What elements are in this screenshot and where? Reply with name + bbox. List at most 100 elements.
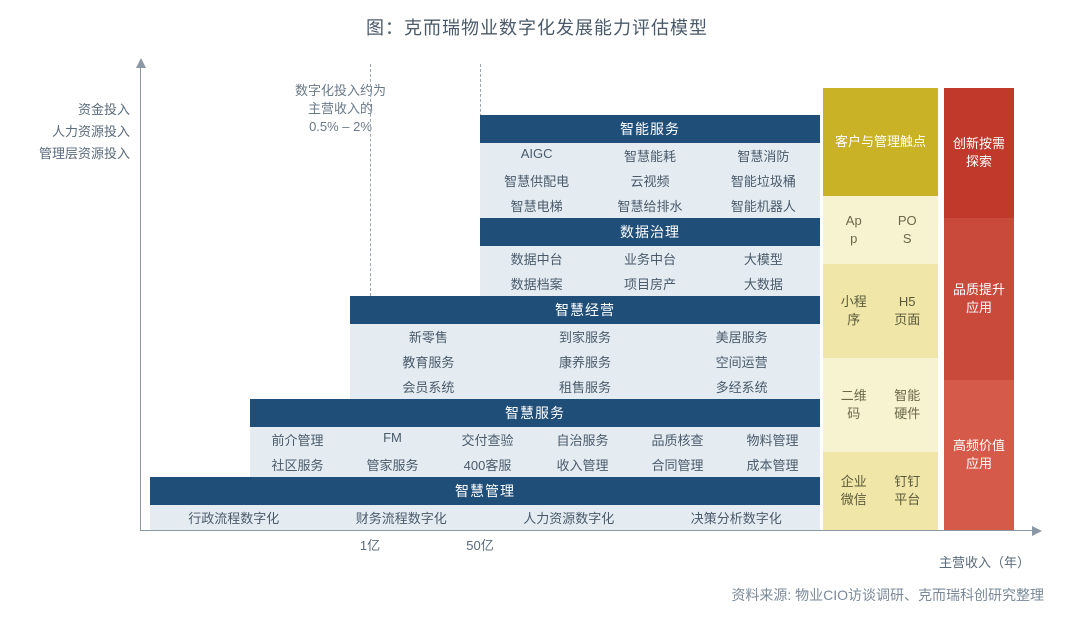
- tier-header: 智慧经营: [350, 296, 820, 324]
- tier-cell: 会员系统: [350, 374, 507, 399]
- tier-cell: 业务中台: [593, 246, 706, 271]
- y-label: 资金投入: [0, 100, 130, 120]
- tier-cell: 数据中台: [480, 246, 593, 271]
- right-columns: 客户与管理触点AppPOS小程序H5页面二维码智能硬件企业微信钉钉平台 创新按需…: [823, 88, 1014, 530]
- touchpoint-cell: POS: [881, 212, 935, 248]
- category-column: 创新按需探索品质提升应用高频价值应用: [944, 88, 1014, 530]
- tier-header: 智慧服务: [250, 399, 820, 427]
- tier-cell: 多经系统: [663, 374, 820, 399]
- tier-cell: 租售服务: [507, 374, 664, 399]
- tier-cell: 智慧给排水: [593, 193, 706, 218]
- category-label: 品质提升应用: [948, 281, 1010, 317]
- tier: 数据治理数据中台业务中台大模型数据档案项目房产大数据: [150, 218, 820, 296]
- tier-cell: 社区服务: [250, 452, 345, 477]
- tier-row: 教育服务康养服务空间运营: [350, 349, 820, 374]
- touchpoint-segment: 二维码智能硬件: [823, 358, 938, 452]
- touchpoint-cell: H5页面: [881, 293, 935, 329]
- tier-cell: 交付查验: [440, 427, 535, 452]
- y-axis-labels: 资金投入 人力资源投入 管理层资源投入: [0, 100, 130, 166]
- y-axis: [140, 60, 141, 530]
- tier-cell: 成本管理: [725, 452, 820, 477]
- tier-cell: 行政流程数字化: [150, 505, 318, 530]
- category-segment: 高频价值应用: [944, 380, 1014, 530]
- tier: 智慧管理行政流程数字化财务流程数字化人力资源数字化决策分析数字化: [150, 477, 820, 530]
- touchpoint-cell: 企业微信: [827, 473, 881, 509]
- category-segment: 品质提升应用: [944, 218, 1014, 380]
- tier-cell: 智能机器人: [707, 193, 820, 218]
- tier-cell: AIGC: [480, 143, 593, 168]
- y-label: 人力资源投入: [0, 122, 130, 142]
- touchpoint-column: 客户与管理触点AppPOS小程序H5页面二维码智能硬件企业微信钉钉平台: [823, 88, 938, 530]
- staircase-tiers: 智能服务AIGC智慧能耗智慧消防智慧供配电云视频智能垃圾桶智慧电梯智慧给排水智能…: [150, 115, 820, 530]
- vertical-ref-label: 1亿: [360, 535, 380, 554]
- tier-cell: 数据档案: [480, 271, 593, 296]
- tier-row: 智慧电梯智慧给排水智能机器人: [480, 193, 820, 218]
- tier-cell: 自治服务: [535, 427, 630, 452]
- touchpoint-cell: 小程序: [827, 293, 881, 329]
- tier-row: 会员系统租售服务多经系统: [350, 374, 820, 399]
- touchpoint-segment: 客户与管理触点: [823, 88, 938, 196]
- tier-cell: 人力资源数字化: [485, 505, 653, 530]
- tier-cell: 智慧消防: [707, 143, 820, 168]
- tier: 智慧服务前介管理FM交付查验自治服务品质核查物料管理社区服务管家服务400客服收…: [150, 399, 820, 477]
- tier-cell: 到家服务: [507, 324, 664, 349]
- tier-cell: 教育服务: [350, 349, 507, 374]
- category-segment: 创新按需探索: [944, 88, 1014, 218]
- tier-cell: 财务流程数字化: [318, 505, 486, 530]
- tier-row: 前介管理FM交付查验自治服务品质核查物料管理: [250, 427, 820, 452]
- tier-cell: 美居服务: [663, 324, 820, 349]
- tier-row: 数据档案项目房产大数据: [480, 271, 820, 296]
- x-axis: [140, 530, 1040, 531]
- tier-row: 数据中台业务中台大模型: [480, 246, 820, 271]
- tier-cell: 智慧能耗: [593, 143, 706, 168]
- tier-cell: 收入管理: [535, 452, 630, 477]
- tier-cell: 项目房产: [593, 271, 706, 296]
- tier-body: 新零售到家服务美居服务教育服务康养服务空间运营会员系统租售服务多经系统: [350, 324, 820, 399]
- tier-cell: FM: [345, 427, 440, 452]
- touchpoint-cell: 客户与管理触点: [835, 133, 926, 151]
- tier: 智能服务AIGC智慧能耗智慧消防智慧供配电云视频智能垃圾桶智慧电梯智慧给排水智能…: [150, 115, 820, 218]
- tier-cell: 智慧供配电: [480, 168, 593, 193]
- touchpoint-segment: 小程序H5页面: [823, 264, 938, 358]
- chart-area: 资金投入 人力资源投入 管理层资源投入 主营收入（年） 数字化投入约为主营收入的…: [140, 60, 1050, 560]
- touchpoint-cell: App: [827, 212, 881, 248]
- tier-header: 智慧管理: [150, 477, 820, 505]
- tier-cell: 决策分析数字化: [653, 505, 821, 530]
- tier-cell: 400客服: [440, 452, 535, 477]
- tier-cell: 前介管理: [250, 427, 345, 452]
- tier-cell: 合同管理: [630, 452, 725, 477]
- tier-row: 行政流程数字化财务流程数字化人力资源数字化决策分析数字化: [150, 505, 820, 530]
- touchpoint-cell: 二维码: [827, 387, 881, 423]
- tier-cell: 康养服务: [507, 349, 664, 374]
- tier-row: 智慧供配电云视频智能垃圾桶: [480, 168, 820, 193]
- tier-cell: 管家服务: [345, 452, 440, 477]
- tier-cell: 智能垃圾桶: [707, 168, 820, 193]
- tier-body: 前介管理FM交付查验自治服务品质核查物料管理社区服务管家服务400客服收入管理合…: [250, 427, 820, 477]
- tier-cell: 空间运营: [663, 349, 820, 374]
- y-label: 管理层资源投入: [0, 144, 130, 164]
- tier-row: 社区服务管家服务400客服收入管理合同管理成本管理: [250, 452, 820, 477]
- tier-cell: 智慧电梯: [480, 193, 593, 218]
- tier-body: 行政流程数字化财务流程数字化人力资源数字化决策分析数字化: [150, 505, 820, 530]
- tier-header: 智能服务: [480, 115, 820, 143]
- tier-body: 数据中台业务中台大模型数据档案项目房产大数据: [480, 246, 820, 296]
- chart-title: 图：克而瑞物业数字化发展能力评估模型: [0, 0, 1074, 40]
- tier-header: 数据治理: [480, 218, 820, 246]
- touchpoint-segment: 企业微信钉钉平台: [823, 452, 938, 530]
- touchpoint-segment: AppPOS: [823, 196, 938, 264]
- tier-cell: 品质核查: [630, 427, 725, 452]
- touchpoint-cell: 钉钉平台: [881, 473, 935, 509]
- category-label: 高频价值应用: [948, 437, 1010, 473]
- note-line: 数字化投入约为: [295, 82, 386, 100]
- category-label: 创新按需探索: [948, 135, 1010, 171]
- tier: 智慧经营新零售到家服务美居服务教育服务康养服务空间运营会员系统租售服务多经系统: [150, 296, 820, 399]
- vertical-ref-label: 50亿: [466, 535, 493, 554]
- tier-body: AIGC智慧能耗智慧消防智慧供配电云视频智能垃圾桶智慧电梯智慧给排水智能机器人: [480, 143, 820, 218]
- tier-cell: 大数据: [707, 271, 820, 296]
- source-citation: 资料来源: 物业CIO访谈调研、克而瑞科创研究整理: [731, 585, 1044, 605]
- tier-cell: 物料管理: [725, 427, 820, 452]
- tier-cell: 新零售: [350, 324, 507, 349]
- tier-cell: 大模型: [707, 246, 820, 271]
- tier-row: AIGC智慧能耗智慧消防: [480, 143, 820, 168]
- tier-cell: 云视频: [593, 168, 706, 193]
